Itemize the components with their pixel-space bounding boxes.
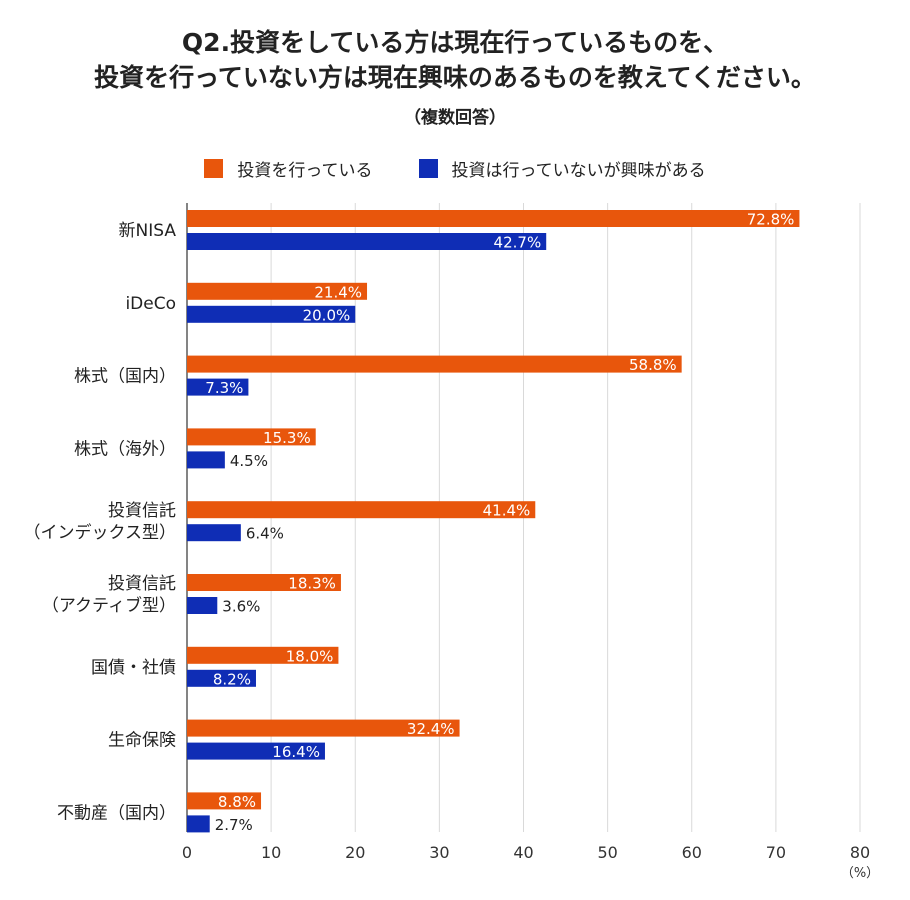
data-label-invested: 72.8%: [747, 211, 795, 229]
data-label-interested: 6.4%: [246, 525, 284, 543]
category-label: 株式（国内）: [74, 367, 176, 387]
bar-interested: [187, 378, 249, 396]
data-label-interested: 42.7%: [494, 234, 542, 252]
category-label: （インデックス型）: [24, 522, 177, 543]
category-label: （アクティブ型）: [42, 595, 176, 616]
bar-interested: [187, 524, 241, 542]
bar-invested: [187, 719, 460, 737]
bar-interested: [187, 597, 218, 614]
category-label: 投資信託: [108, 501, 176, 521]
bar-invested: [187, 792, 262, 810]
bar-interested: [187, 669, 256, 687]
bar-interested: [187, 233, 547, 250]
data-label-invested: 58.8%: [629, 356, 677, 374]
bar-invested: [187, 428, 316, 446]
category-label: iDeCo: [125, 294, 176, 314]
x-tick-label: 20: [345, 843, 365, 862]
data-label-interested: 8.2%: [213, 670, 251, 688]
data-label-interested: 4.5%: [230, 452, 268, 470]
bar-invested: [187, 574, 341, 591]
bar-interested: [187, 815, 210, 833]
bar-interested: [187, 742, 325, 760]
legend-item-interested: 投資は行っていないが興味がある: [418, 156, 706, 181]
category-label: 投資信託: [108, 574, 176, 594]
category-label: 生命保険: [108, 731, 176, 751]
category-label: 新NISA: [119, 221, 177, 241]
data-label-invested: 8.8%: [218, 793, 256, 811]
legend-item-invested: 投資を行っている: [204, 156, 373, 181]
x-tick-label: 0: [182, 843, 192, 862]
x-tick-label: 50: [597, 843, 617, 862]
data-label-invested: 21.4%: [314, 283, 362, 301]
data-label-interested: 3.6%: [222, 598, 260, 616]
bar-invested: [187, 646, 339, 664]
legend-label-invested: 投資を行っている: [237, 161, 373, 181]
chart-title-line1: Q2.投資をしている方は現在行っているものを、: [181, 28, 729, 57]
category-label: 不動産（国内）: [57, 803, 176, 823]
bar-invested: [187, 282, 368, 300]
x-tick-label: 40: [513, 843, 533, 862]
data-label-invested: 18.3%: [288, 575, 336, 593]
category-label: 株式（海外）: [74, 439, 176, 459]
data-label-invested: 41.4%: [483, 502, 531, 520]
x-tick-label: 80: [850, 843, 870, 862]
data-label-invested: 32.4%: [407, 720, 455, 738]
chart-subtitle: （複数回答）: [404, 108, 506, 128]
data-label-interested: 7.3%: [205, 379, 243, 397]
category-label: 国債・社債: [91, 658, 176, 678]
x-axis-unit: （%）: [841, 866, 879, 881]
legend: 投資を行っている 投資は行っていないが興味がある: [0, 156, 910, 181]
bar-invested: [187, 355, 682, 373]
data-label-invested: 15.3%: [263, 429, 311, 447]
bar-invested: [187, 210, 800, 227]
legend-swatch-invested: [204, 159, 224, 178]
x-tick-label: 10: [261, 843, 281, 862]
legend-swatch-interested: [418, 159, 438, 178]
data-label-invested: 18.0%: [286, 647, 334, 665]
x-tick-label: 70: [766, 843, 786, 862]
x-tick-label: 60: [682, 843, 702, 862]
legend-label-interested: 投資は行っていないが興味がある: [451, 161, 706, 181]
bar-interested: [187, 451, 225, 469]
bar-invested: [187, 501, 536, 519]
data-label-interested: 20.0%: [303, 306, 351, 324]
bar-interested: [187, 305, 356, 323]
chart-title-line2: 投資を行っていない方は現在興味のあるものを教えてください。: [94, 63, 816, 92]
data-label-interested: 16.4%: [272, 743, 320, 761]
x-tick-label: 30: [429, 843, 449, 862]
data-label-interested: 2.7%: [215, 816, 253, 834]
